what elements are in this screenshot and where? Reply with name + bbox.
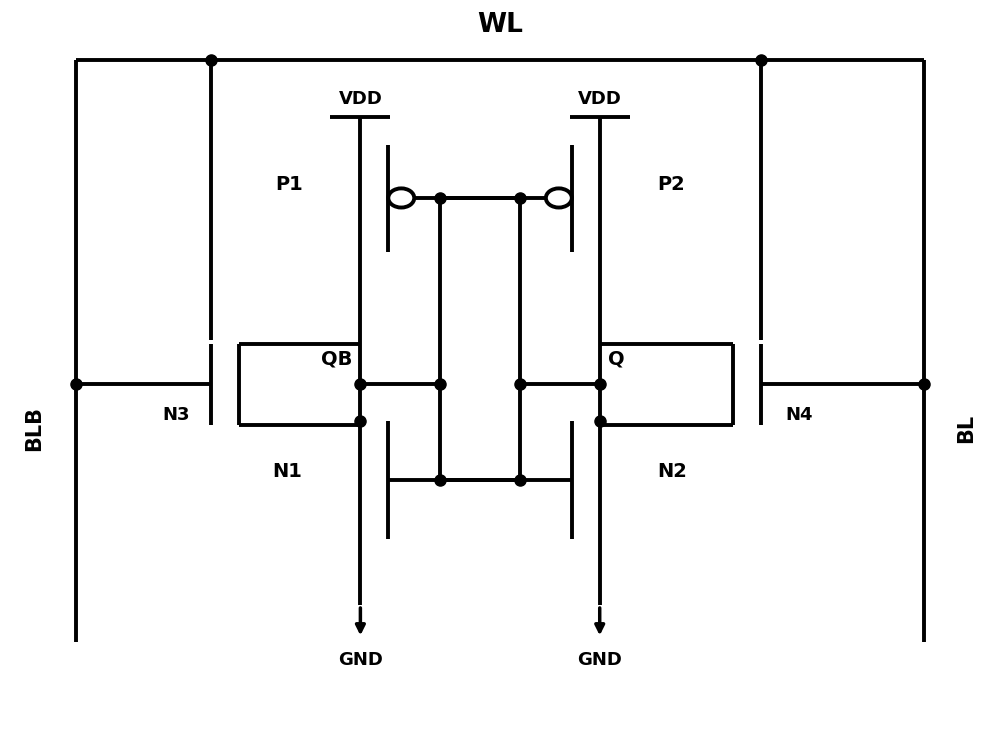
Circle shape	[546, 188, 572, 208]
Text: BLB: BLB	[24, 406, 44, 451]
Text: WL: WL	[477, 13, 523, 38]
Text: QB: QB	[321, 349, 352, 368]
Text: P2: P2	[658, 175, 685, 194]
Text: N4: N4	[785, 406, 813, 424]
Text: Q: Q	[608, 349, 624, 368]
Text: VDD: VDD	[338, 90, 382, 108]
Text: P1: P1	[275, 175, 303, 194]
Text: GND: GND	[577, 651, 622, 669]
Text: BL: BL	[956, 414, 976, 443]
Text: GND: GND	[338, 651, 383, 669]
Text: N3: N3	[162, 406, 190, 424]
Text: N1: N1	[273, 462, 303, 480]
Text: N2: N2	[658, 462, 687, 480]
Text: VDD: VDD	[578, 90, 622, 108]
Circle shape	[388, 188, 414, 208]
